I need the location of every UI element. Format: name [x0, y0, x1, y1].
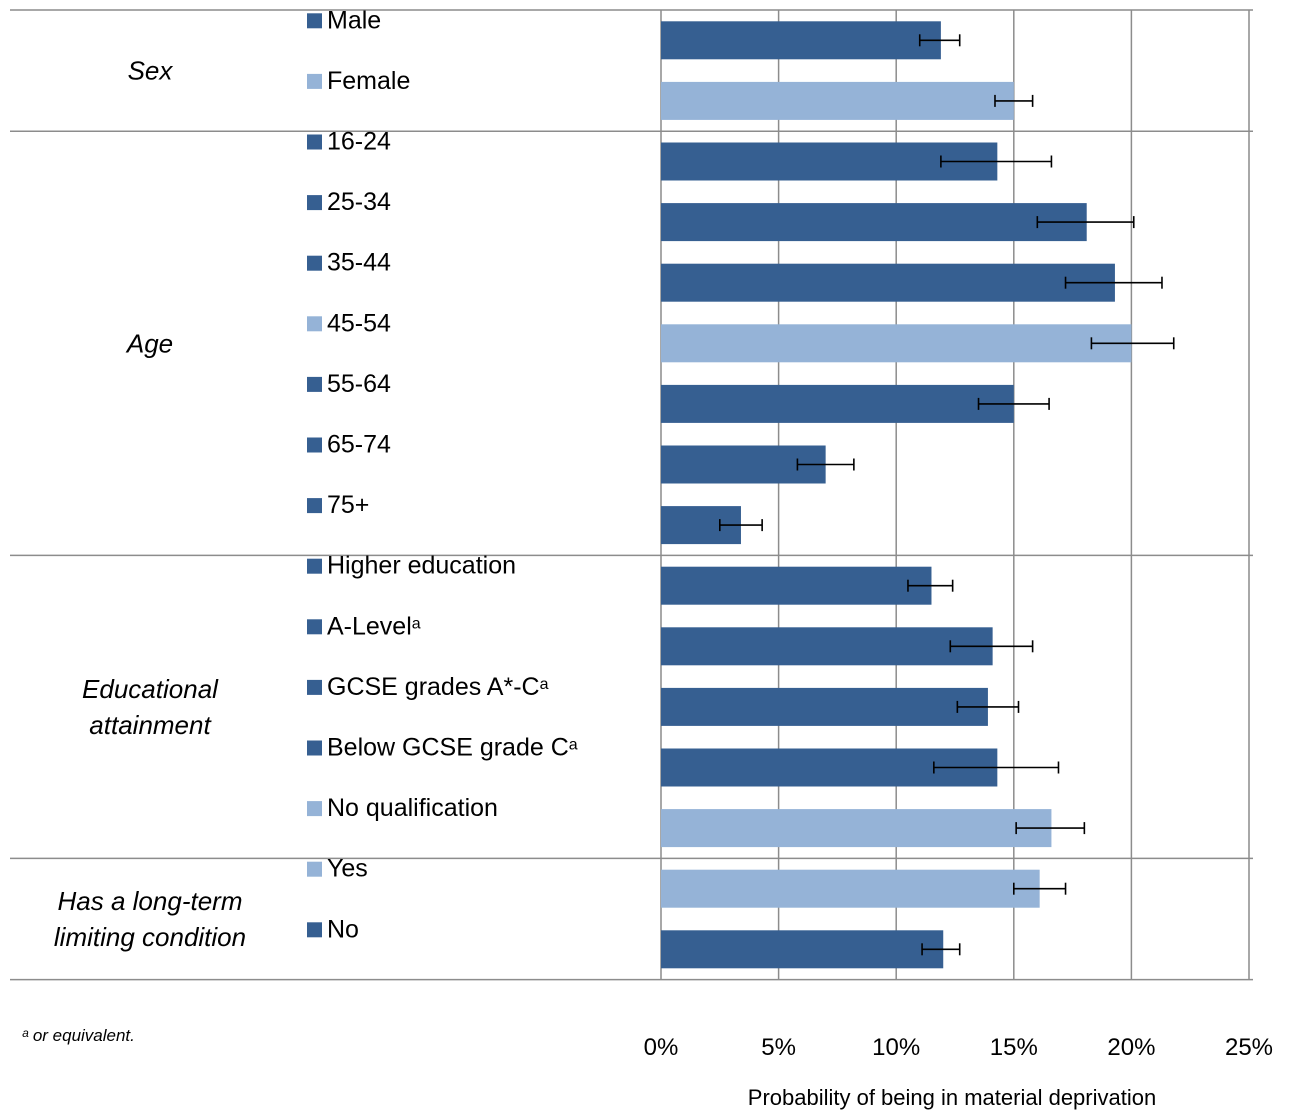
category-label: Male	[327, 6, 381, 34]
category-label: 55-64	[327, 370, 391, 398]
x-tick-label: 5%	[761, 1034, 796, 1061]
bar	[661, 21, 941, 60]
x-tick-label: 10%	[872, 1034, 920, 1061]
category-marker	[307, 316, 322, 332]
group-label: limiting condition	[54, 922, 246, 952]
bar	[661, 930, 944, 969]
x-axis-label: Probability of being in material depriva…	[748, 1085, 1156, 1110]
footnote-marker: a	[540, 676, 549, 693]
group-separators	[10, 9, 1253, 981]
footnote: ᵃ or equivalent.	[22, 1026, 135, 1045]
x-tick-label: 20%	[1107, 1034, 1155, 1061]
category-label: 35-44	[327, 249, 391, 277]
x-tick-labels: 0% 5% 10% 15% 20% 25%	[644, 1034, 1273, 1061]
category-marker	[307, 134, 322, 150]
category-label: No qualification	[327, 794, 498, 822]
x-tick-label: 15%	[990, 1034, 1038, 1061]
category-label: 45-54	[327, 309, 391, 337]
category-marker	[307, 679, 322, 695]
x-tick-label: 0%	[644, 1034, 679, 1061]
category-label: Yes	[327, 855, 368, 883]
footnote-marker: a	[412, 615, 421, 632]
group-label: Has a long-term	[58, 886, 243, 916]
category-label: GCSE grades A*-Ca	[327, 673, 549, 701]
category-marker	[307, 861, 322, 877]
bar	[661, 566, 932, 605]
bar	[661, 384, 1014, 423]
category-label: 25-34	[327, 188, 391, 216]
category-label: Higher education	[327, 552, 516, 580]
category-marker	[307, 801, 322, 817]
category-marker	[307, 922, 322, 938]
bar	[661, 869, 1040, 908]
bars	[661, 21, 1132, 969]
category-marker	[307, 195, 322, 211]
x-tick-label: 25%	[1225, 1034, 1273, 1061]
footnote-marker: a	[569, 737, 578, 754]
bar	[661, 263, 1115, 302]
error-bars	[718, 34, 1175, 956]
bar	[661, 81, 1014, 120]
group-label: Sex	[128, 56, 174, 86]
bar	[661, 627, 993, 666]
group-label: Educational	[82, 674, 219, 704]
category-marker	[307, 558, 322, 574]
category-label: 16-24	[327, 128, 391, 156]
bar	[661, 809, 1052, 848]
category-marker	[307, 437, 322, 453]
group-labels: Sex Age Educational attainment Has a long-te…	[54, 56, 246, 952]
category-label: Female	[327, 67, 410, 95]
category-label: 75+	[327, 491, 369, 519]
category-label: 65-74	[327, 431, 391, 459]
category-labels: Male Female 16-24 25-34 35-44 45-54 55-64 65-74…	[307, 6, 578, 943]
category-label: A-Levela	[327, 612, 421, 640]
category-label: No	[327, 915, 359, 943]
bar	[661, 687, 988, 726]
category-marker	[307, 740, 322, 756]
category-marker	[307, 619, 322, 635]
category-marker	[307, 255, 322, 271]
category-marker	[307, 13, 322, 29]
category-label: Below GCSE grade Ca	[327, 734, 578, 762]
group-label: Age	[125, 328, 173, 358]
category-marker	[307, 498, 322, 514]
group-label: attainment	[89, 710, 212, 740]
bar	[661, 203, 1087, 242]
bar	[661, 324, 1132, 363]
category-marker	[307, 376, 322, 392]
category-marker	[307, 73, 322, 89]
